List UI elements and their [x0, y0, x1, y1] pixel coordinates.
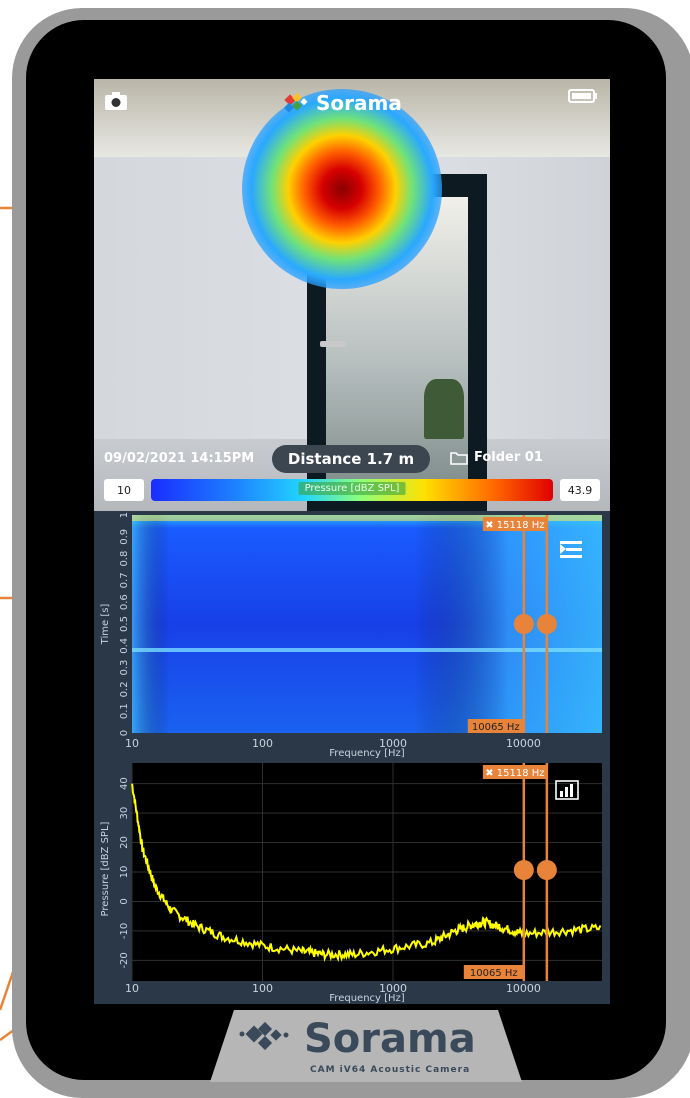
device-screen: Sorama 09/02/2021 14:15PM Distance 1.7 m… [94, 79, 610, 1004]
spectrum-xtick-label: 10 [125, 982, 139, 995]
bottom-brand-badge: Sorama CAM iV64 Acoustic Camera [210, 1010, 522, 1082]
spectrum-cursors[interactable]: ✖ 15118 Hz 10065 Hz [463, 763, 557, 981]
distance-pill[interactable]: Distance 1.7 m [272, 445, 430, 473]
colorbar-min[interactable]: 10 [104, 479, 144, 501]
brand-name: Sorama [316, 91, 402, 115]
spectrum-x-ticks: 10 100 1000 10000 [125, 982, 541, 995]
spectrogram-xtick-label: 1000 [379, 737, 407, 750]
cursor-top-tag [482, 517, 547, 531]
spectrum-ytick-label: 0 [119, 898, 130, 904]
camera-view[interactable]: Sorama 09/02/2021 14:15PM Distance 1.7 m… [94, 79, 610, 511]
spectrogram-x-ticks: 10 100 1000 10000 [125, 737, 541, 750]
colorbar-label: Pressure [dBZ SPL] [298, 482, 406, 495]
spectrogram-ytick-label: 0.6 [119, 594, 130, 610]
spectrum-ytick-label: 40 [119, 777, 130, 790]
spectrum-ylabel: Pressure [dBZ SPL] [100, 821, 111, 916]
spectrogram-ytick-label: 0.3 [119, 660, 130, 676]
spectrum-ytick-label: 10 [119, 866, 130, 879]
spectrogram-band [132, 648, 602, 652]
top-brand: Sorama [282, 91, 402, 115]
cursor-handle [536, 614, 557, 634]
folder-selector[interactable]: Folder 01 [450, 450, 543, 465]
folder-label: Folder 01 [474, 450, 543, 465]
bottom-brand-name: Sorama [304, 1016, 476, 1062]
cursor-handle [513, 860, 534, 880]
spectrogram-xtick-label: 10 [125, 737, 139, 750]
spectrogram-ytick-label: 0.1 [119, 703, 130, 719]
pressure-colorbar: 10 Pressure [dBZ SPL] 43.9 [94, 477, 610, 503]
cursor-bottom-tag [463, 965, 524, 979]
spectrum-ytick-label: 20 [119, 836, 130, 849]
cursor-handle [536, 860, 557, 880]
cursor-top-label: ✖ 15118 Hz [485, 520, 544, 531]
spectrogram-ytick-label: 1 [119, 512, 130, 518]
spectrogram-ytick-label: 0.9 [119, 529, 130, 545]
spectrogram-xlabel: Frequency [Hz] [329, 748, 405, 759]
spectrum-xlabel: Frequency [Hz] [329, 993, 405, 1004]
spectrum-series-line [131, 783, 602, 963]
cursor-top-label: ✖ 15118 Hz [485, 768, 544, 779]
spectrogram-ytick-label: 0.7 [119, 572, 130, 588]
cursor-bottom-label: 10065 Hz [472, 722, 520, 733]
spectrogram-ylabel: Time [s] [100, 604, 111, 646]
acoustic-heatmap-overlay [242, 89, 442, 289]
plant [424, 379, 464, 439]
battery-icon [568, 89, 597, 103]
spectrum-xtick-label: 1000 [379, 982, 407, 995]
spectrogram-cursors[interactable]: ✖ 15118 Hz 10065 Hz [467, 515, 557, 733]
bottom-brand-tagline: CAM iV64 Acoustic Camera [310, 1065, 470, 1075]
spectrum-ytick-label: -20 [119, 952, 130, 968]
bar-chart-icon[interactable] [555, 780, 579, 800]
folder-icon [450, 451, 468, 465]
spectrogram-ytick-label: 0.8 [119, 551, 130, 567]
cursor-handle [513, 614, 534, 634]
spectrum-xtick-label: 10000 [506, 982, 541, 995]
spectrogram-xtick-label: 100 [252, 737, 273, 750]
colorbar-max[interactable]: 43.9 [560, 479, 600, 501]
spectrum-ytick-label: -10 [119, 923, 130, 939]
spectrum-ytick-label: 30 [119, 807, 130, 820]
spectrum-xtick-label: 100 [252, 982, 273, 995]
spectrogram-panel[interactable]: 00.10.20.30.40.50.60.70.80.91 10 100 1000 1… [94, 507, 610, 759]
door-handle [320, 341, 346, 347]
spectrogram-ytick-label: 0.2 [119, 681, 130, 697]
timestamp: 09/02/2021 14:15PM [104, 451, 255, 466]
spectrogram-ytick-label: 0.4 [119, 638, 130, 654]
spectrogram-xtick-label: 10000 [506, 737, 541, 750]
cursor-bottom-tag [467, 719, 524, 733]
list-menu-icon[interactable] [560, 541, 582, 558]
cursor-top-tag [482, 765, 547, 779]
capture-info-row: 09/02/2021 14:15PM Distance 1.7 m Folder… [94, 439, 610, 479]
spectrum-y-ticks: -20 -10 0 10 20 30 40 [119, 777, 130, 968]
spectrogram-y-ticks: 0 0.1 0.2 0.3 0.4 0.5 0.6 0.7 0.8 0.9 1 [119, 512, 130, 736]
cursor-bottom-label: 10065 Hz [470, 968, 518, 979]
spectrogram-ytick-label: 0 [119, 730, 130, 736]
colorbar-gradient: Pressure [dBZ SPL] [151, 479, 553, 501]
spectrogram-ytick-label: 0.5 [119, 616, 130, 632]
sorama-logo-icon [284, 92, 308, 113]
camera-icon[interactable] [104, 91, 128, 111]
spectrum-panel[interactable]: -20 -10 0 10 20 30 40 10 100 1000 10000 Pressure … [94, 759, 610, 1004]
